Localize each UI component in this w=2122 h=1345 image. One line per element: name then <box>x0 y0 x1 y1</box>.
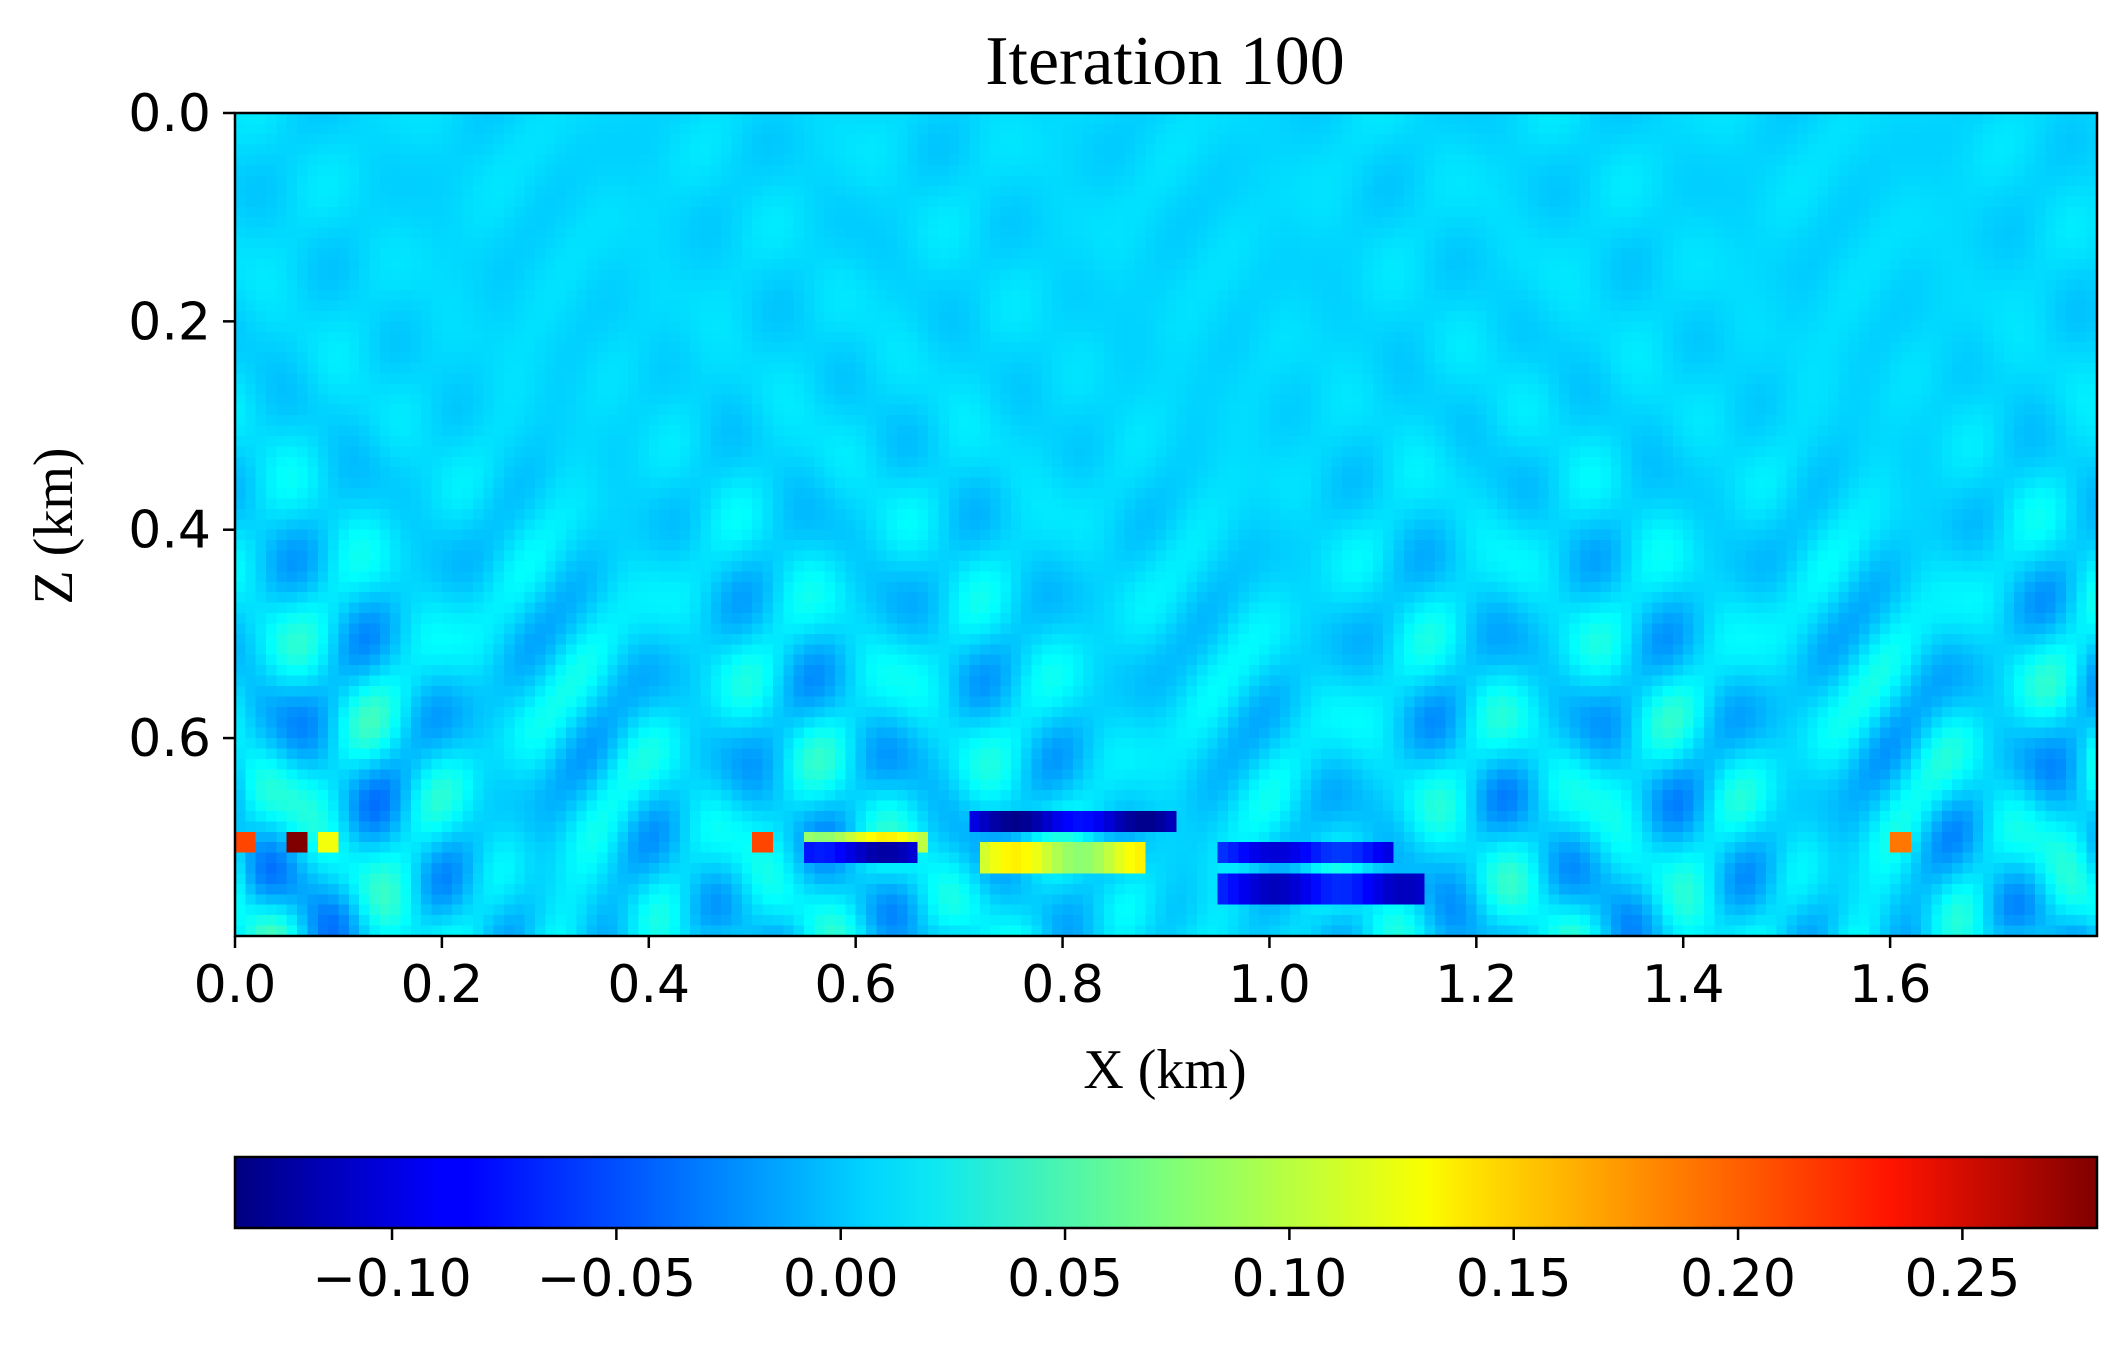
colorbar-tick-label: 0.05 <box>1007 1249 1123 1309</box>
y-tick-label: 0.0 <box>128 84 211 144</box>
y-tick-label: 0.6 <box>128 709 211 769</box>
y-axis-label: Z (km) <box>23 447 85 604</box>
x-tick-label: 0.0 <box>194 955 277 1015</box>
x-tick-label: 1.6 <box>1849 955 1932 1015</box>
x-axis-label: X (km) <box>1083 1039 1246 1101</box>
colorbar-tick-label: 0.15 <box>1456 1249 1572 1309</box>
y-tick-label: 0.2 <box>128 292 211 352</box>
x-tick-label: 1.4 <box>1642 955 1725 1015</box>
x-tick-label: 1.2 <box>1435 955 1518 1015</box>
colorbar-ticks: −0.10 −0.05 0.00 0.05 0.10 0.15 0.20 0.25 <box>312 1228 2020 1309</box>
colorbar-gradient <box>233 1155 2099 1230</box>
colorbar-tick-label: −0.05 <box>537 1249 696 1309</box>
chart-title: Iteration 100 <box>985 23 1345 100</box>
plot-frame <box>233 111 2099 938</box>
x-tick-label: 0.6 <box>814 955 897 1015</box>
x-tick-label: 0.4 <box>607 955 690 1015</box>
colorbar-tick-label: −0.10 <box>312 1249 471 1309</box>
x-tick-label: 0.8 <box>1021 955 1104 1015</box>
colorbar: −0.10 −0.05 0.00 0.05 0.10 0.15 0.20 0.25 <box>233 1155 2099 1309</box>
x-tick-label: 1.0 <box>1228 955 1311 1015</box>
colorbar-tick-label: 0.00 <box>783 1249 899 1309</box>
colorbar-tick-label: 0.20 <box>1680 1249 1796 1309</box>
x-tick-label: 0.2 <box>401 955 484 1015</box>
colorbar-tick-label: 0.10 <box>1231 1249 1347 1309</box>
x-axis-ticks: 0.0 0.2 0.4 0.6 0.8 1.0 1.2 1.4 1.6 <box>194 936 1932 1015</box>
heatmap-canvas <box>235 113 2097 936</box>
colorbar-tick-label: 0.25 <box>1905 1249 2021 1309</box>
y-tick-label: 0.4 <box>128 501 211 561</box>
y-axis-ticks: 0.0 0.2 0.4 0.6 <box>128 84 235 769</box>
